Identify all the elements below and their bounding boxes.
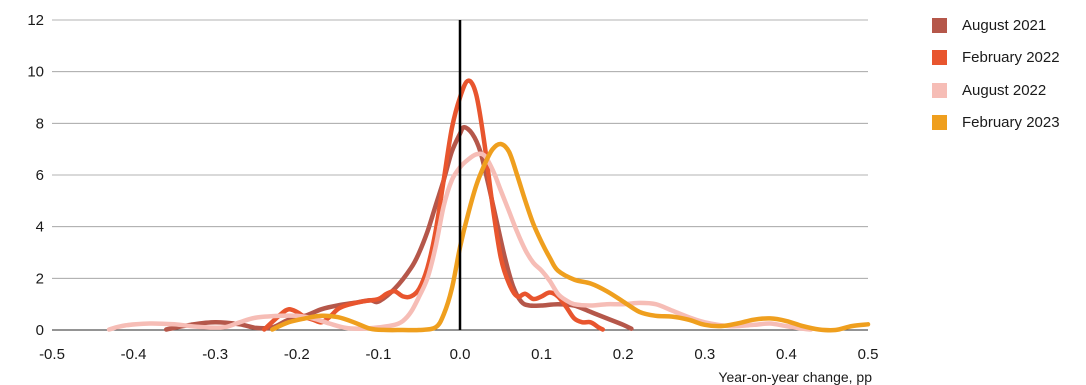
x-tick-label: -0.2 xyxy=(284,346,310,363)
legend-item: August 2021 xyxy=(932,16,1060,34)
x-tick-label: -0.4 xyxy=(121,346,147,363)
x-tick-label: 0.5 xyxy=(858,346,879,363)
x-axis-label: Year-on-year change, pp xyxy=(718,369,872,385)
y-tick-label: 12 xyxy=(27,12,44,29)
x-tick-label: -0.1 xyxy=(365,346,391,363)
x-tick-label: -0.3 xyxy=(202,346,228,363)
y-tick-label: 2 xyxy=(36,270,44,287)
legend-swatch xyxy=(932,50,947,65)
x-tick-label: 0.1 xyxy=(531,346,552,363)
x-tick-label: 0.0 xyxy=(450,346,471,363)
legend-label: August 2021 xyxy=(962,16,1047,34)
legend: August 2021 February 2022 August 2022 Febru… xyxy=(932,16,1060,146)
legend-item: August 2022 xyxy=(932,81,1060,99)
legend-label: February 2023 xyxy=(962,114,1060,131)
y-tick-label: 10 xyxy=(27,64,44,81)
legend-swatch xyxy=(932,17,947,33)
x-tick-label: 0.2 xyxy=(613,346,634,363)
legend-swatch xyxy=(932,82,947,98)
legend-item: February 2023 xyxy=(932,114,1060,132)
legend-label: August 2022 xyxy=(962,81,1047,99)
y-tick-label: 6 xyxy=(36,167,44,184)
series-line-2 xyxy=(106,151,814,332)
x-axis: -0.5 -0.4 -0.3 -0.2 -0.1 0.0 0.1 0.2 0.3 0.4 0.5 xyxy=(39,346,878,363)
y-tick-label: 4 xyxy=(36,219,44,236)
legend-label: February 2022 xyxy=(962,49,1060,66)
x-tick-label: 0.4 xyxy=(776,346,797,363)
x-tick-label: 0.3 xyxy=(694,346,715,363)
y-tick-label: 8 xyxy=(36,115,44,132)
x-tick-label: -0.5 xyxy=(39,346,65,363)
legend-swatch xyxy=(932,115,947,130)
series-line-3 xyxy=(270,141,871,333)
y-axis: 0 2 4 6 8 10 12 xyxy=(27,12,44,339)
series-lines xyxy=(106,78,871,333)
legend-item: February 2022 xyxy=(932,49,1060,67)
y-tick-label: 0 xyxy=(36,322,44,339)
